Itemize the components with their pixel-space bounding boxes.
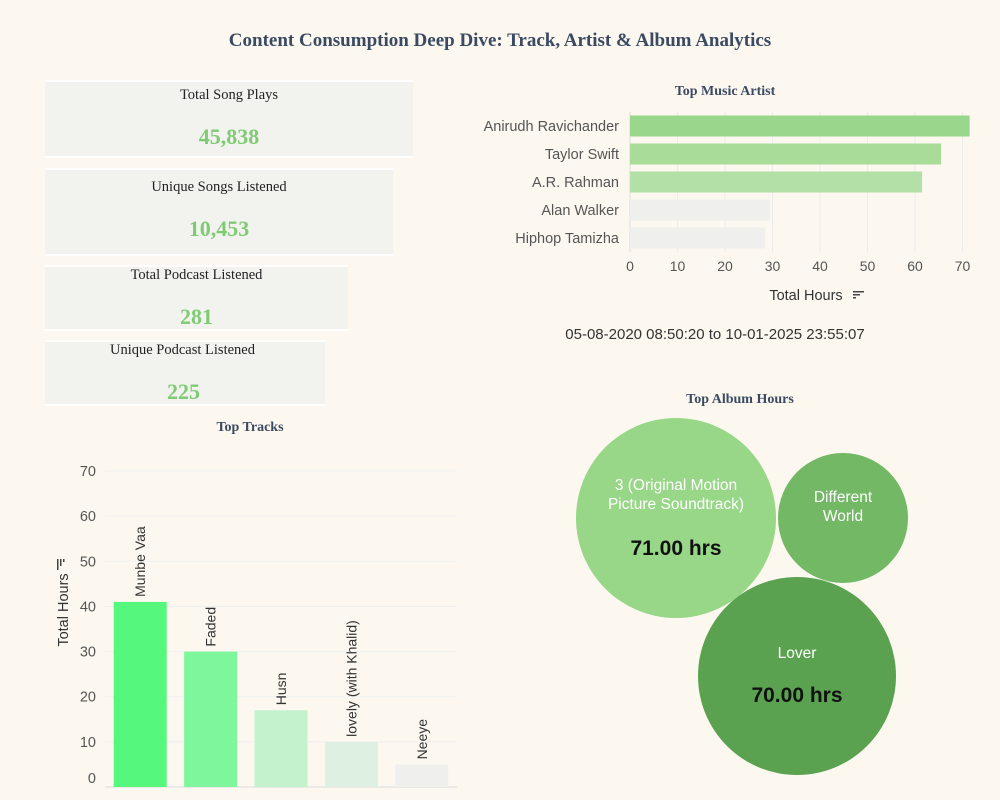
bar	[184, 651, 238, 787]
y-tick-label: 40	[80, 599, 96, 615]
x-tick-label: 40	[812, 258, 828, 274]
bubble	[698, 577, 896, 775]
x-tick-label: 50	[860, 258, 876, 274]
sort-icon	[63, 559, 65, 562]
y-tick-label: 70	[80, 464, 96, 480]
artist-chart-title: Top Music Artist	[674, 84, 776, 99]
sort-icon	[60, 559, 62, 566]
y-tick-label: 30	[80, 645, 96, 661]
bar	[630, 143, 942, 165]
y-axis-title: Total Hours	[56, 573, 72, 646]
x-tick-label: 60	[907, 258, 923, 274]
kpi-value: 10,453	[188, 216, 250, 241]
kpi-total-song-plays: Total Song Plays 45,838	[45, 80, 413, 158]
kpi-label: Unique Podcast Listened	[110, 342, 255, 358]
y-tick-label: Taylor Swift	[545, 147, 619, 163]
y-tick-label: Alan Walker	[541, 203, 619, 219]
bar-label: Neeye	[414, 719, 430, 760]
y-tick-label: Hiphop Tamizha	[515, 231, 620, 247]
bar	[113, 601, 167, 787]
bubble-label: Picture Soundtrack)	[608, 496, 744, 513]
bubble	[778, 453, 908, 583]
bar-label: Faded	[203, 607, 219, 647]
top-music-artist-chart: 0 10 20 30 40 50 60 70 Anirudh Ravichander Taylor…	[484, 112, 971, 304]
kpi-label: Total Podcast Listened	[130, 267, 263, 283]
dashboard-title: Content Consumption Deep Dive: Track, Ar…	[228, 30, 772, 51]
tracks-chart-title: Top Tracks	[216, 420, 284, 435]
bar	[324, 741, 378, 787]
y-tick-label: 60	[80, 509, 96, 525]
y-tick-label: 50	[80, 554, 96, 570]
y-tick-label: 10	[80, 735, 96, 751]
top-album-hours-chart: 3 (Original Motion Picture Soundtrack) 71.…	[576, 418, 908, 775]
bar	[630, 171, 923, 193]
bubble	[576, 418, 776, 618]
sort-icon	[57, 559, 59, 570]
bubble-label: Different	[814, 489, 873, 506]
kpi-value: 281	[180, 304, 213, 329]
kpi-label: Unique Songs Listened	[151, 179, 287, 195]
x-tick-label: 20	[717, 258, 733, 274]
kpi-label: Total Song Plays	[179, 87, 279, 103]
bar	[630, 199, 771, 221]
x-tick-label: 30	[765, 258, 781, 274]
album-chart-title: Top Album Hours	[686, 392, 794, 407]
bar-label: Husn	[273, 673, 289, 706]
date-range-label: 05-08-2020 08:50:20 to 10-01-2025 23:55:…	[565, 326, 865, 343]
bubble-value-label: 70.00 hrs	[751, 684, 842, 707]
x-tick-label: 70	[955, 258, 971, 274]
sort-icon	[853, 291, 864, 293]
sort-icon	[853, 297, 856, 299]
x-axis-title: Total Hours	[769, 288, 842, 304]
y-tick-label: A.R. Rahman	[532, 175, 619, 191]
kpi-value: 225	[167, 379, 200, 404]
bar-label: lovely (with Khalid)	[343, 620, 359, 737]
bar	[630, 115, 970, 137]
y-tick-label: Anirudh Ravichander	[484, 119, 620, 135]
bar	[395, 764, 449, 787]
bar	[254, 710, 308, 787]
x-tick-label: 0	[626, 258, 634, 274]
bubble-label: Lover	[778, 645, 817, 662]
sort-icon	[853, 294, 860, 296]
kpi-total-podcast: Total Podcast Listened 281	[45, 265, 348, 331]
bubble-label: 3 (Original Motion	[615, 477, 737, 494]
kpi-unique-songs: Unique Songs Listened 10,453	[45, 168, 393, 256]
bar-label: Munbe Vaa	[132, 526, 148, 597]
top-tracks-chart: 0 10 20 30 40 50 60 70 Munbe Vaa Faded Husn lovely …	[56, 464, 457, 788]
bubble-value-label: 71.00 hrs	[630, 537, 721, 560]
y-tick-label: 0	[88, 771, 96, 787]
x-tick-label: 10	[670, 258, 686, 274]
kpi-unique-podcast: Unique Podcast Listened 225	[45, 340, 325, 406]
bubble-label: World	[823, 508, 863, 525]
bar	[630, 227, 766, 249]
y-tick-label: 20	[80, 690, 96, 706]
kpi-value: 45,838	[198, 124, 260, 149]
